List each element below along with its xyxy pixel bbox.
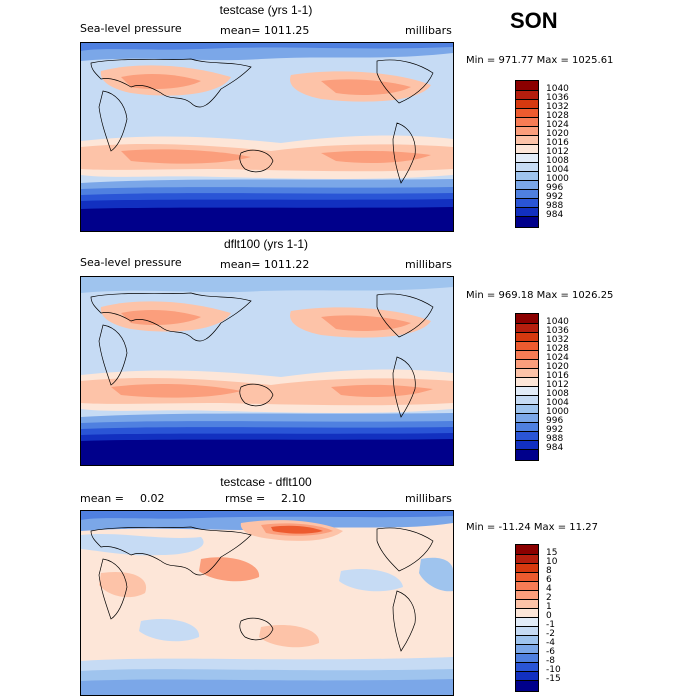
panel2-colorbar xyxy=(515,313,539,461)
panel1-cbar-label: 1020 xyxy=(546,129,569,139)
panel3-cbar-label: 2 xyxy=(546,593,552,603)
panel1-cbar-label: 1028 xyxy=(546,111,569,121)
panel2-cbar-label: 992 xyxy=(546,425,564,435)
panel3-cbar-label: 1 xyxy=(546,602,552,612)
panel3-map xyxy=(80,510,454,696)
panel3-cbar-label: 10 xyxy=(546,557,558,567)
panel3-cbar-label: 8 xyxy=(546,566,552,576)
panel1-cbar-label: 1008 xyxy=(546,156,569,166)
panel2-cbar-label: 1000 xyxy=(546,407,569,417)
panel2-cbar-label: 988 xyxy=(546,434,564,444)
panel1-cbar-label: 992 xyxy=(546,192,564,202)
panel1-cbar-label: 984 xyxy=(546,210,564,220)
panel1-variable: Sea-level pressure xyxy=(80,22,182,35)
panel3-cbar-label: -6 xyxy=(546,647,555,657)
panel3-cbar-label: 6 xyxy=(546,575,552,585)
panel3-cbar-label: 0 xyxy=(546,611,552,621)
panel2-minmax: Min = 969.18 Max = 1026.25 xyxy=(466,290,614,301)
panel2-title: dflt100 (yrs 1-1) xyxy=(223,237,309,251)
panel1-cbar-label: 1040 xyxy=(546,84,569,94)
panel1-cbar-label: 1004 xyxy=(546,165,569,175)
panel1-cbar-label: 1012 xyxy=(546,147,569,157)
panel1-cbar-label: 1036 xyxy=(546,93,569,103)
panel3-title: testcase - dflt100 xyxy=(220,475,312,489)
panel2-units: millibars xyxy=(405,258,452,271)
panel2-cbar-label: 1016 xyxy=(546,371,569,381)
panel3-cbar-label: -1 xyxy=(546,620,555,630)
panel3-cbar-label: -4 xyxy=(546,638,555,648)
panel3-mean-value: 0.02 xyxy=(140,492,165,505)
panel3-mean-label: mean = xyxy=(80,492,124,505)
panel3-cbar-label: -15 xyxy=(546,674,561,684)
panel2-cbar-label: 1028 xyxy=(546,344,569,354)
panel3-rmse-label: rmse = xyxy=(225,492,266,505)
panel2-cbar-label: 1008 xyxy=(546,389,569,399)
panel2-map xyxy=(80,276,454,466)
panel1-cbar-label: 1024 xyxy=(546,120,569,130)
panel2-cbar-label: 1032 xyxy=(546,335,569,345)
panel3-cbar-label: -2 xyxy=(546,629,555,639)
panel2-variable: Sea-level pressure xyxy=(80,256,182,269)
panel1-cbar-label: 1016 xyxy=(546,138,569,148)
panel2-cbar-label: 1024 xyxy=(546,353,569,363)
panel2-mean: mean= 1011.22 xyxy=(220,258,310,271)
panel1-colorbar xyxy=(515,80,539,228)
panel3-units: millibars xyxy=(405,492,452,505)
panel1-cbar-label: 1000 xyxy=(546,174,569,184)
panel2-cbar-label: 1020 xyxy=(546,362,569,372)
panel3-cbar-label: 15 xyxy=(546,548,558,558)
panel2-cbar-label: 996 xyxy=(546,416,564,426)
panel2-cbar-label: 984 xyxy=(546,443,564,453)
panel3-rmse-value: 2.10 xyxy=(281,492,306,505)
panel1-map xyxy=(80,42,454,232)
panel2-cbar-label: 1036 xyxy=(546,326,569,336)
panel2-cbar-label: 1004 xyxy=(546,398,569,408)
panel1-minmax: Min = 971.77 Max = 1025.61 xyxy=(466,55,614,66)
panel2-cbar-label: 1012 xyxy=(546,380,569,390)
panel1-cbar-label: 996 xyxy=(546,183,564,193)
panel1-title: testcase (yrs 1-1) xyxy=(219,3,313,17)
panel1-mean: mean= 1011.25 xyxy=(220,24,310,37)
panel3-cbar-label: -10 xyxy=(546,665,561,675)
panel1-cbar-label: 1032 xyxy=(546,102,569,112)
panel3-colorbar xyxy=(515,544,539,692)
panel3-cbar-label: 4 xyxy=(546,584,552,594)
panel1-cbar-label: 988 xyxy=(546,201,564,211)
panel1-units: millibars xyxy=(405,24,452,37)
season-label: SON xyxy=(510,8,558,33)
panel3-cbar-label: -8 xyxy=(546,656,555,666)
panel2-cbar-label: 1040 xyxy=(546,317,569,327)
panel3-minmax: Min = -11.24 Max = 11.27 xyxy=(466,522,598,533)
